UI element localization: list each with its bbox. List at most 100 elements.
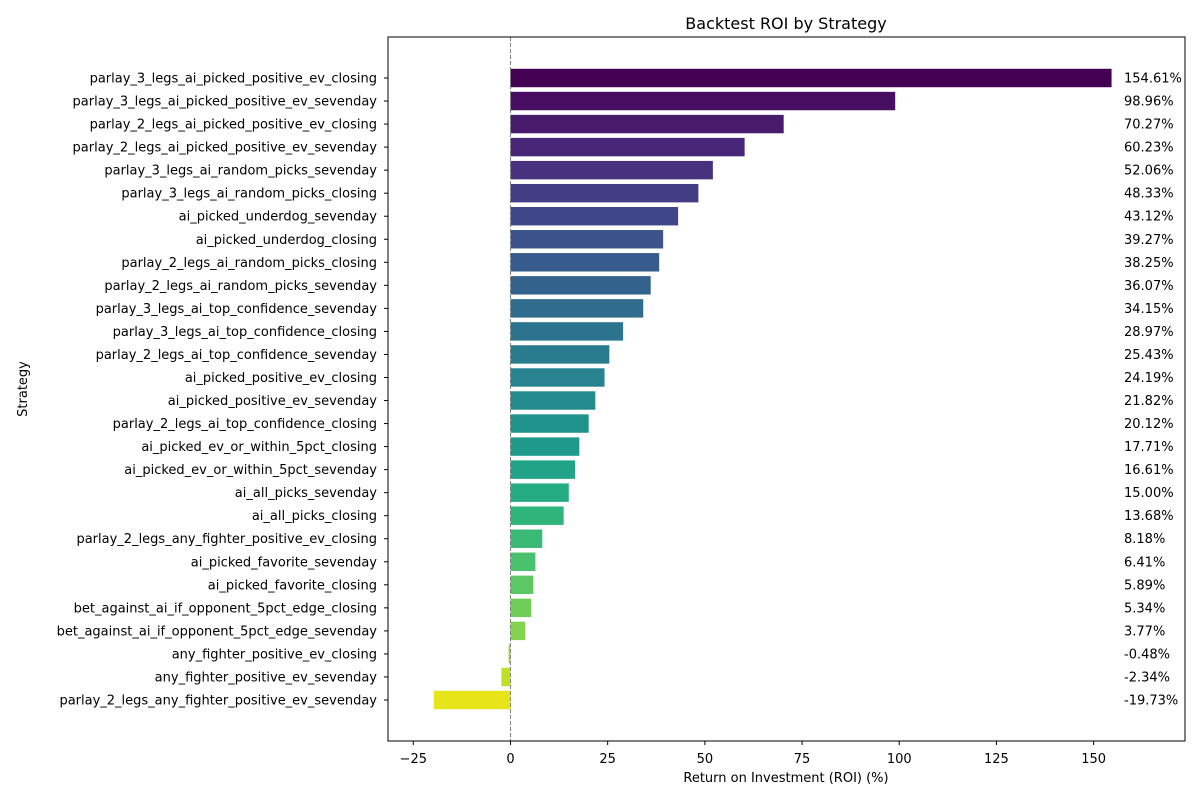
bar xyxy=(510,322,624,341)
x-tick-label: 25 xyxy=(599,752,616,767)
value-label: 154.61% xyxy=(1124,72,1182,87)
bar xyxy=(510,368,605,387)
bar xyxy=(510,137,745,157)
value-label: 43.12% xyxy=(1124,210,1174,225)
bar xyxy=(510,91,896,111)
x-tick-label: 75 xyxy=(794,752,811,767)
bar xyxy=(510,437,580,456)
x-tick-label: −25 xyxy=(400,752,427,767)
bar xyxy=(510,207,679,226)
y-tick-label: parlay_2_legs_any_fighter_positive_ev_cl… xyxy=(76,532,377,547)
value-label: 8.18% xyxy=(1124,532,1165,547)
value-label: 16.61% xyxy=(1124,463,1174,478)
x-axis: −25 0 25 50 75 100 125 150 xyxy=(400,741,1106,767)
value-label: 39.27% xyxy=(1124,233,1174,248)
y-tick-label: ai_all_picks_sevenday xyxy=(235,486,378,501)
y-tick-label: parlay_3_legs_ai_top_confidence_closing xyxy=(113,325,377,340)
y-tick-label: parlay_3_legs_ai_picked_positive_ev_seve… xyxy=(73,95,378,110)
x-axis-label: Return on Investment (ROI) (%) xyxy=(683,771,888,786)
y-tick-label: bet_against_ai_if_opponent_5pct_edge_sev… xyxy=(57,624,378,639)
y-tick-label: ai_picked_favorite_closing xyxy=(208,578,377,593)
y-tick-label: parlay_3_legs_ai_picked_positive_ev_clos… xyxy=(90,72,377,87)
value-label: 15.00% xyxy=(1124,486,1174,501)
value-labels-layer: 154.61% 98.96% 70.27% 60.23% 52.06% 48.33% 43.… xyxy=(1124,72,1182,709)
y-axis: parlay_3_legs_ai_picked_positive_ev_clos… xyxy=(57,72,388,709)
bar xyxy=(508,644,511,664)
bar xyxy=(510,483,569,502)
bar xyxy=(510,68,1112,88)
chart-title: Backtest ROI by Strategy xyxy=(685,14,886,33)
y-tick-label: ai_picked_positive_ev_closing xyxy=(185,371,377,386)
plot-frame xyxy=(387,36,1186,742)
y-tick-label: ai_picked_positive_ev_sevenday xyxy=(168,394,378,409)
bar xyxy=(510,183,699,203)
bar xyxy=(510,253,660,272)
bar xyxy=(510,160,713,180)
y-tick-label: ai_picked_underdog_closing xyxy=(196,233,377,248)
value-label: 60.23% xyxy=(1124,141,1174,156)
bar xyxy=(510,414,589,433)
bar xyxy=(510,345,610,364)
y-tick-label: parlay_3_legs_ai_top_confidence_sevenday xyxy=(96,302,378,317)
bar xyxy=(510,460,576,479)
value-label: -19.73% xyxy=(1124,694,1178,709)
bar xyxy=(433,690,511,710)
y-tick-label: parlay_2_legs_ai_picked_positive_ev_seve… xyxy=(73,141,378,156)
value-label: 52.06% xyxy=(1124,164,1174,179)
bar xyxy=(510,299,644,318)
x-tick-label: 150 xyxy=(1081,752,1106,767)
y-tick-label: parlay_2_legs_ai_random_picks_closing xyxy=(121,256,377,271)
value-label: -0.48% xyxy=(1124,647,1170,662)
x-tick-label: 125 xyxy=(984,752,1009,767)
y-tick-label: parlay_3_legs_ai_random_picks_sevenday xyxy=(104,164,377,179)
y-tick-label: parlay_2_legs_ai_top_confidence_closing xyxy=(113,417,377,432)
y-tick-label: ai_picked_ev_or_within_5pct_sevenday xyxy=(124,463,377,478)
value-label: 98.96% xyxy=(1124,95,1174,110)
value-label: -2.34% xyxy=(1124,670,1170,685)
value-label: 13.68% xyxy=(1124,509,1174,524)
y-tick-label: any_fighter_positive_ev_sevenday xyxy=(155,670,378,685)
y-tick-label: ai_picked_ev_or_within_5pct_closing xyxy=(141,440,377,455)
y-tick-label: any_fighter_positive_ev_closing xyxy=(172,647,377,662)
bar xyxy=(510,621,526,641)
bar xyxy=(510,114,784,134)
value-label: 6.41% xyxy=(1124,555,1165,570)
y-axis-label: Strategy xyxy=(16,361,31,417)
bar xyxy=(510,230,664,249)
x-tick-label: 100 xyxy=(887,752,912,767)
value-label: 5.89% xyxy=(1124,578,1165,593)
value-label: 34.15% xyxy=(1124,302,1174,317)
bar xyxy=(501,667,511,687)
value-label: 21.82% xyxy=(1124,394,1174,409)
value-label: 70.27% xyxy=(1124,118,1174,133)
x-tick-label: 50 xyxy=(697,752,714,767)
bar xyxy=(510,529,543,548)
value-label: 38.25% xyxy=(1124,256,1174,271)
y-tick-label: parlay_3_legs_ai_random_picks_closing xyxy=(121,187,377,202)
y-tick-label: ai_picked_favorite_sevenday xyxy=(191,555,378,570)
y-tick-label: parlay_2_legs_ai_top_confidence_sevenday xyxy=(96,348,378,363)
value-label: 36.07% xyxy=(1124,279,1174,294)
value-label: 17.71% xyxy=(1124,440,1174,455)
value-label: 48.33% xyxy=(1124,187,1174,202)
x-tick-label: 0 xyxy=(506,752,514,767)
bar xyxy=(510,506,564,525)
value-label: 28.97% xyxy=(1124,325,1174,340)
bar xyxy=(510,598,532,618)
y-tick-label: ai_all_picks_closing xyxy=(252,509,377,524)
value-label: 20.12% xyxy=(1124,417,1174,432)
value-label: 25.43% xyxy=(1124,348,1174,363)
y-tick-label: ai_picked_underdog_sevenday xyxy=(179,210,378,225)
value-label: 3.77% xyxy=(1124,624,1165,639)
y-tick-label: parlay_2_legs_any_fighter_positive_ev_se… xyxy=(59,694,377,709)
bar xyxy=(510,552,536,571)
bar xyxy=(510,575,534,595)
y-tick-label: parlay_2_legs_ai_random_picks_sevenday xyxy=(104,279,377,294)
bar xyxy=(510,391,596,410)
value-label: 5.34% xyxy=(1124,601,1165,616)
y-tick-label: parlay_2_legs_ai_picked_positive_ev_clos… xyxy=(90,118,377,133)
value-label: 24.19% xyxy=(1124,371,1174,386)
y-tick-label: bet_against_ai_if_opponent_5pct_edge_clo… xyxy=(74,601,377,616)
